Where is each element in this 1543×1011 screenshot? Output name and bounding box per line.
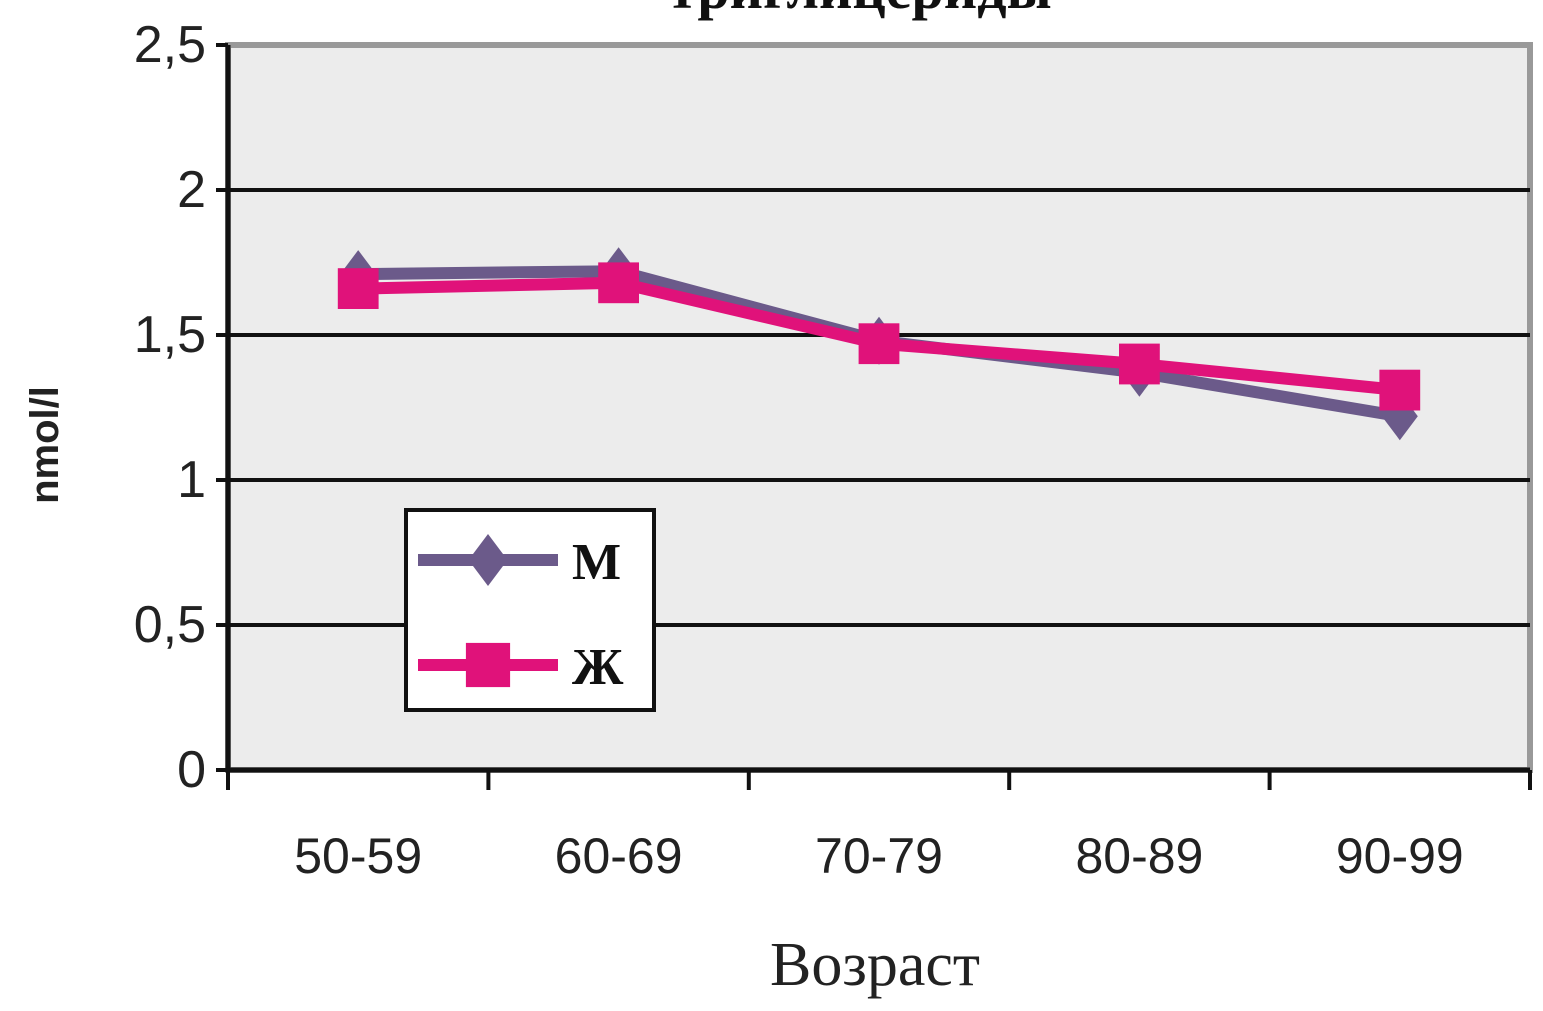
y-tick-labels: 0 0,5 1 1,5 2 2,5 — [134, 16, 206, 799]
y-tick-label: 0,5 — [134, 596, 206, 654]
data-point-diamond — [468, 534, 508, 586]
x-tick-label: 60-69 — [555, 828, 683, 884]
x-tick-label: 50-59 — [294, 828, 422, 884]
series-lines — [337, 247, 1421, 441]
data-point-square — [465, 642, 511, 688]
data-point-square — [598, 262, 639, 304]
legend-label: М — [572, 534, 621, 591]
x-tick-label: 80-89 — [1075, 828, 1203, 884]
x-tick-label: 90-99 — [1336, 828, 1464, 884]
legend: МЖ — [404, 508, 656, 712]
x-tick-label: 70-79 — [815, 828, 943, 884]
y-tick-label: 0 — [177, 741, 206, 799]
legend-box — [404, 508, 656, 712]
data-point-square — [1119, 343, 1160, 385]
axes — [216, 43, 1532, 790]
legend-label: Ж — [572, 639, 624, 696]
chart-title: триглицериды — [668, 0, 1052, 21]
x-tick-labels: 50-59 60-69 70-79 80-89 90-99 — [294, 828, 1463, 884]
series-2 — [337, 262, 1421, 411]
x-axis-label: Возраст — [770, 931, 980, 999]
y-tick-label: 2,5 — [134, 16, 206, 74]
y-tick-label: 1 — [177, 451, 206, 509]
y-axis-label: nmol/l — [23, 386, 67, 504]
data-point-square — [337, 268, 379, 309]
data-point-square — [1379, 369, 1421, 411]
y-tick-label: 2 — [177, 161, 206, 219]
chart-title-group: триглицериды — [668, 0, 1052, 21]
data-point-square — [858, 323, 900, 365]
y-tick-label: 1,5 — [134, 306, 206, 364]
